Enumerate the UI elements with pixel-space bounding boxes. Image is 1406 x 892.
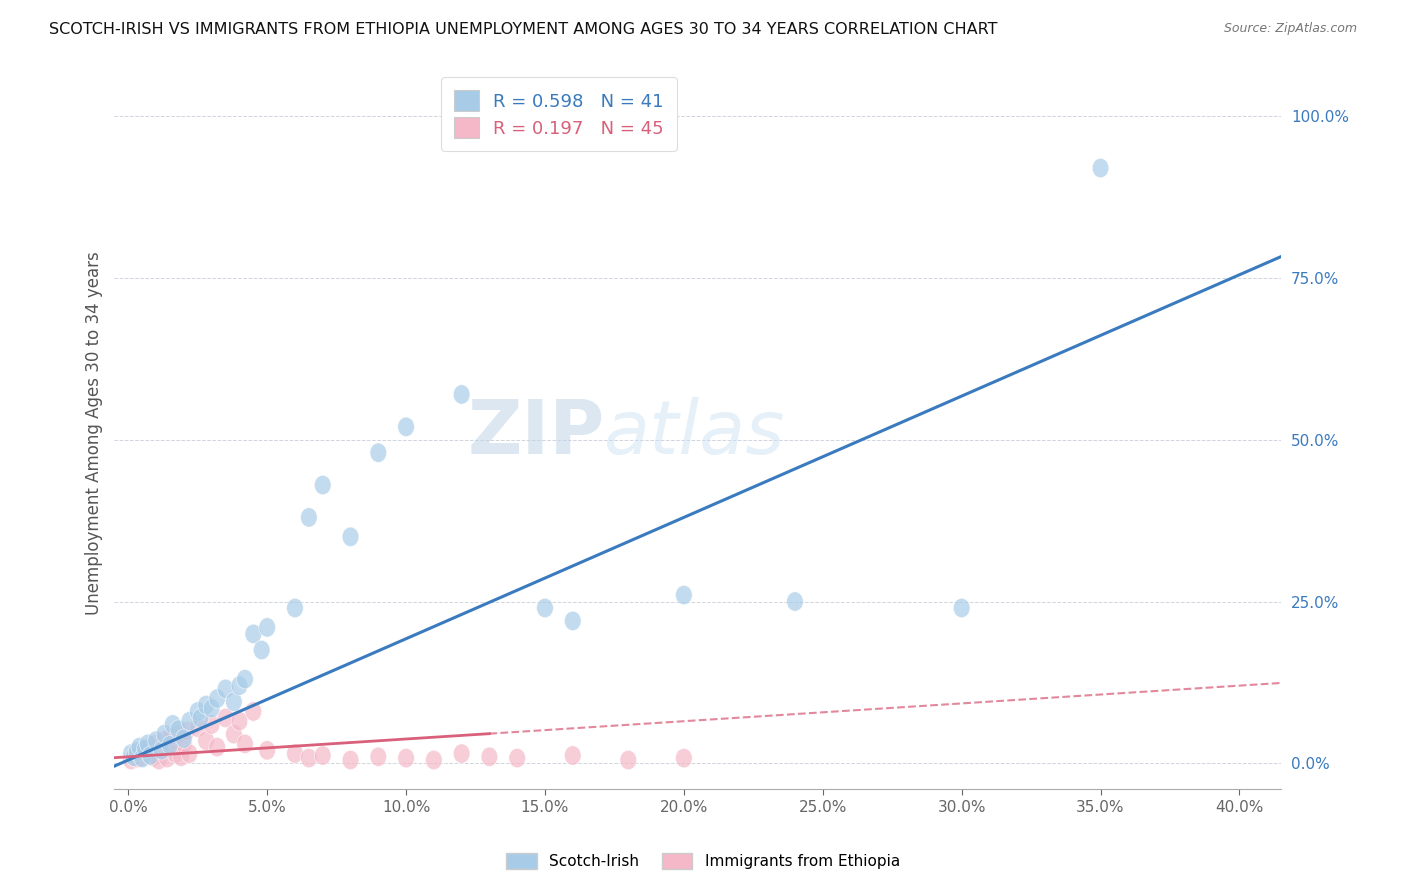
Ellipse shape xyxy=(236,734,253,754)
Ellipse shape xyxy=(301,748,318,768)
Ellipse shape xyxy=(315,475,330,495)
Ellipse shape xyxy=(301,508,318,527)
Ellipse shape xyxy=(148,734,165,754)
Ellipse shape xyxy=(198,696,214,714)
Ellipse shape xyxy=(142,746,159,765)
Ellipse shape xyxy=(139,744,156,764)
Ellipse shape xyxy=(675,748,692,768)
Ellipse shape xyxy=(153,739,170,759)
Ellipse shape xyxy=(128,748,145,768)
Ellipse shape xyxy=(125,747,142,766)
Ellipse shape xyxy=(131,742,148,762)
Ellipse shape xyxy=(162,728,179,747)
Y-axis label: Unemployment Among Ages 30 to 34 years: Unemployment Among Ages 30 to 34 years xyxy=(86,252,103,615)
Ellipse shape xyxy=(217,679,233,698)
Ellipse shape xyxy=(142,738,159,756)
Ellipse shape xyxy=(170,720,187,739)
Ellipse shape xyxy=(128,742,145,762)
Ellipse shape xyxy=(453,384,470,404)
Ellipse shape xyxy=(139,734,156,754)
Ellipse shape xyxy=(204,698,219,718)
Ellipse shape xyxy=(225,724,242,744)
Ellipse shape xyxy=(1092,158,1109,178)
Ellipse shape xyxy=(122,744,139,764)
Ellipse shape xyxy=(315,746,330,765)
Ellipse shape xyxy=(564,746,581,765)
Ellipse shape xyxy=(209,738,225,756)
Ellipse shape xyxy=(287,744,304,764)
Ellipse shape xyxy=(481,747,498,766)
Ellipse shape xyxy=(675,585,692,605)
Ellipse shape xyxy=(122,750,139,770)
Ellipse shape xyxy=(217,708,233,728)
Ellipse shape xyxy=(245,702,262,722)
Ellipse shape xyxy=(398,417,415,436)
Ellipse shape xyxy=(398,748,415,768)
Ellipse shape xyxy=(134,748,150,768)
Ellipse shape xyxy=(190,702,207,722)
Ellipse shape xyxy=(156,724,173,744)
Ellipse shape xyxy=(204,714,219,734)
Ellipse shape xyxy=(198,731,214,750)
Ellipse shape xyxy=(131,738,148,756)
Ellipse shape xyxy=(176,729,193,748)
Ellipse shape xyxy=(176,734,193,754)
Ellipse shape xyxy=(181,744,198,764)
Ellipse shape xyxy=(453,744,470,764)
Ellipse shape xyxy=(190,718,207,738)
Ellipse shape xyxy=(564,611,581,631)
Ellipse shape xyxy=(209,689,225,708)
Ellipse shape xyxy=(134,747,150,766)
Legend: R = 0.598   N = 41, R = 0.197   N = 45: R = 0.598 N = 41, R = 0.197 N = 45 xyxy=(441,78,676,151)
Ellipse shape xyxy=(225,692,242,712)
Ellipse shape xyxy=(162,735,179,755)
Ellipse shape xyxy=(537,599,554,617)
Ellipse shape xyxy=(148,731,165,750)
Ellipse shape xyxy=(426,750,443,770)
Ellipse shape xyxy=(342,750,359,770)
Ellipse shape xyxy=(953,599,970,617)
Text: ZIP: ZIP xyxy=(467,397,605,470)
Ellipse shape xyxy=(253,640,270,660)
Ellipse shape xyxy=(167,744,184,764)
Ellipse shape xyxy=(231,712,247,731)
Ellipse shape xyxy=(181,712,198,731)
Ellipse shape xyxy=(786,591,803,611)
Ellipse shape xyxy=(170,724,187,744)
Ellipse shape xyxy=(165,738,181,756)
Ellipse shape xyxy=(156,731,173,750)
Ellipse shape xyxy=(150,750,167,770)
Ellipse shape xyxy=(620,750,637,770)
Ellipse shape xyxy=(287,599,304,617)
Ellipse shape xyxy=(342,527,359,547)
Text: SCOTCH-IRISH VS IMMIGRANTS FROM ETHIOPIA UNEMPLOYMENT AMONG AGES 30 TO 34 YEARS : SCOTCH-IRISH VS IMMIGRANTS FROM ETHIOPIA… xyxy=(49,22,998,37)
Ellipse shape xyxy=(173,747,190,766)
Ellipse shape xyxy=(136,740,153,760)
Ellipse shape xyxy=(370,443,387,462)
Ellipse shape xyxy=(145,747,162,766)
Ellipse shape xyxy=(193,708,209,728)
Ellipse shape xyxy=(125,746,142,765)
Ellipse shape xyxy=(153,740,170,760)
Text: atlas: atlas xyxy=(605,397,786,469)
Ellipse shape xyxy=(179,722,195,740)
Ellipse shape xyxy=(245,624,262,643)
Ellipse shape xyxy=(236,670,253,689)
Ellipse shape xyxy=(509,748,526,768)
Text: Source: ZipAtlas.com: Source: ZipAtlas.com xyxy=(1223,22,1357,36)
Ellipse shape xyxy=(259,617,276,637)
Ellipse shape xyxy=(136,739,153,759)
Ellipse shape xyxy=(231,676,247,696)
Ellipse shape xyxy=(159,748,176,768)
Legend: Scotch-Irish, Immigrants from Ethiopia: Scotch-Irish, Immigrants from Ethiopia xyxy=(501,847,905,875)
Ellipse shape xyxy=(259,740,276,760)
Ellipse shape xyxy=(165,714,181,734)
Ellipse shape xyxy=(370,747,387,766)
